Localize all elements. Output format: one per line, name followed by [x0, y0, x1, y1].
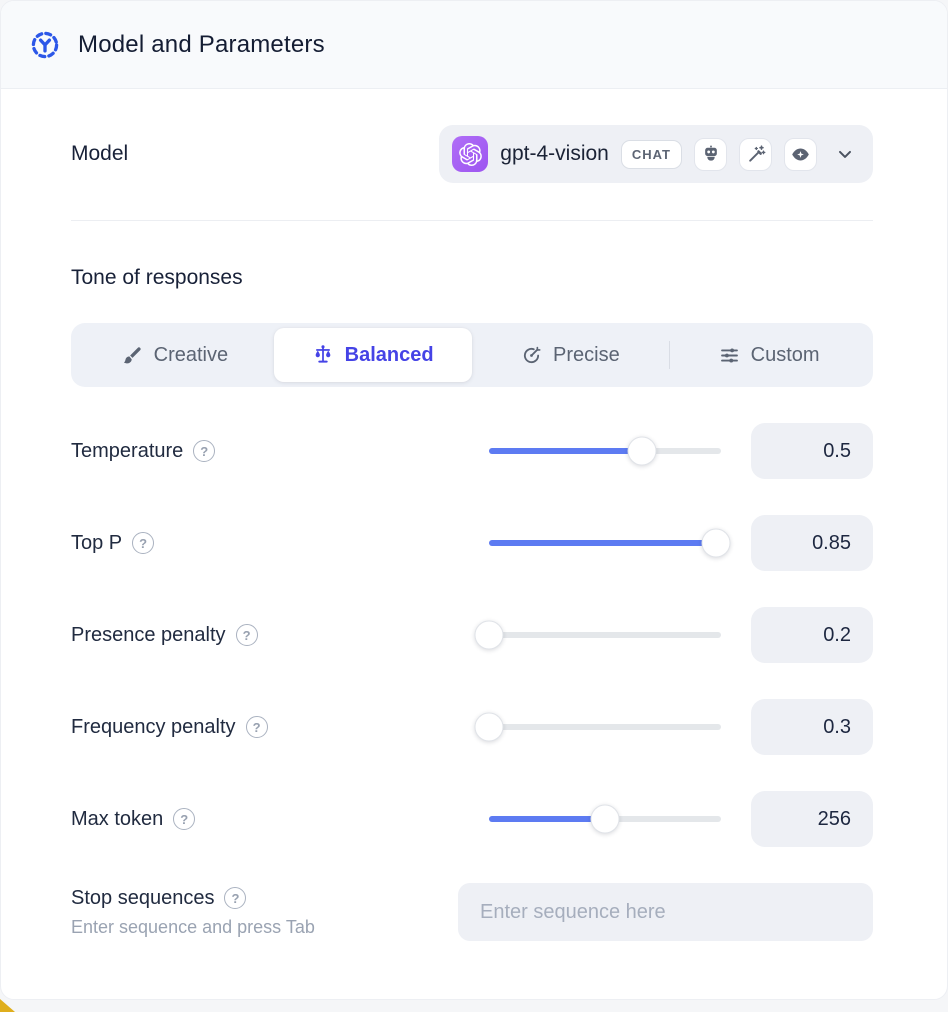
- stop-sequences-row: Stop sequences ? Enter sequence and pres…: [71, 883, 873, 981]
- model-name: gpt-4-vision: [500, 142, 609, 165]
- param-row-presence-penalty: Presence penalty ? 0.2: [71, 607, 873, 663]
- balance-scale-icon: [312, 344, 334, 366]
- help-icon[interactable]: ?: [245, 716, 268, 738]
- panel-header: Model and Parameters: [1, 1, 947, 89]
- chevron-down-icon[interactable]: [835, 144, 855, 164]
- temperature-value[interactable]: 0.5: [751, 423, 873, 479]
- paintbrush-icon: [122, 345, 143, 366]
- tone-option-label: Creative: [153, 343, 229, 366]
- slider-thumb[interactable]: [590, 804, 620, 834]
- target-icon: [521, 345, 542, 366]
- yellow-corner-accent: [0, 999, 15, 1012]
- param-label: Temperature: [71, 439, 184, 462]
- stop-sequences-hint: Enter sequence and press Tab: [71, 916, 315, 937]
- robot-icon: [694, 137, 727, 171]
- tone-option-label: Custom: [750, 343, 820, 366]
- tone-option-label: Balanced: [344, 343, 434, 366]
- panel-title: Model and Parameters: [78, 30, 325, 58]
- temperature-slider[interactable]: [489, 436, 721, 466]
- top-p-slider[interactable]: [489, 528, 731, 558]
- model-dashed-circle-icon: [29, 29, 61, 61]
- tone-option-balanced[interactable]: Balanced: [273, 328, 472, 382]
- sliders-icon: [719, 345, 740, 366]
- slider-thumb[interactable]: [474, 712, 504, 742]
- tone-option-custom[interactable]: Custom: [670, 328, 868, 382]
- stop-sequences-label: Stop sequences: [71, 886, 215, 909]
- max-token-value[interactable]: 256: [751, 791, 873, 847]
- help-icon[interactable]: ?: [235, 624, 258, 646]
- tone-section-title: Tone of responses: [71, 266, 243, 289]
- param-label: Frequency penalty: [71, 715, 236, 738]
- param-row-top-p: Top P ? 0.85: [71, 515, 873, 571]
- model-label: Model: [71, 142, 129, 165]
- frequency-penalty-slider[interactable]: [474, 712, 721, 742]
- frequency-penalty-value[interactable]: 0.3: [751, 699, 873, 755]
- model-type-badge: CHAT: [620, 139, 682, 169]
- param-row-temperature: Temperature ? 0.5: [71, 423, 873, 479]
- slider-fill: [489, 816, 605, 822]
- section-divider: [71, 220, 873, 221]
- slider-fill: [489, 448, 643, 454]
- help-icon[interactable]: ?: [132, 532, 155, 554]
- model-selector[interactable]: gpt-4-vision CHAT: [439, 125, 873, 183]
- presence-penalty-value[interactable]: 0.2: [751, 607, 873, 663]
- model-row: Model gpt-4-vision CHAT: [71, 125, 873, 183]
- param-label: Presence penalty: [71, 623, 226, 646]
- stop-sequence-input[interactable]: [458, 883, 873, 941]
- slider-fill: [489, 540, 717, 546]
- slider-thumb[interactable]: [474, 620, 504, 650]
- param-label: Top P: [71, 531, 123, 554]
- tone-option-precise[interactable]: Precise: [472, 328, 670, 382]
- param-label: Max token: [71, 807, 164, 830]
- magic-wand-icon: [739, 137, 772, 171]
- slider-thumb[interactable]: [627, 436, 657, 466]
- param-row-max-token: Max token ? 256: [71, 791, 873, 847]
- segment-divider: [669, 341, 671, 369]
- param-row-frequency-penalty: Frequency penalty ? 0.3: [71, 699, 873, 755]
- vision-eye-icon: [784, 137, 817, 171]
- tone-segmented-control: Creative Balanced: [71, 323, 873, 387]
- tone-option-creative[interactable]: Creative: [76, 328, 274, 382]
- slider-thumb[interactable]: [701, 528, 731, 558]
- openai-logo: [452, 136, 489, 172]
- tone-option-label: Precise: [553, 343, 620, 366]
- slider-track[interactable]: [489, 632, 721, 638]
- max-token-slider[interactable]: [489, 804, 721, 834]
- help-icon[interactable]: ?: [193, 440, 216, 462]
- presence-penalty-slider[interactable]: [474, 620, 721, 650]
- slider-track[interactable]: [489, 724, 721, 730]
- top-p-value[interactable]: 0.85: [751, 515, 873, 571]
- help-icon[interactable]: ?: [224, 887, 247, 909]
- help-icon[interactable]: ?: [173, 808, 196, 830]
